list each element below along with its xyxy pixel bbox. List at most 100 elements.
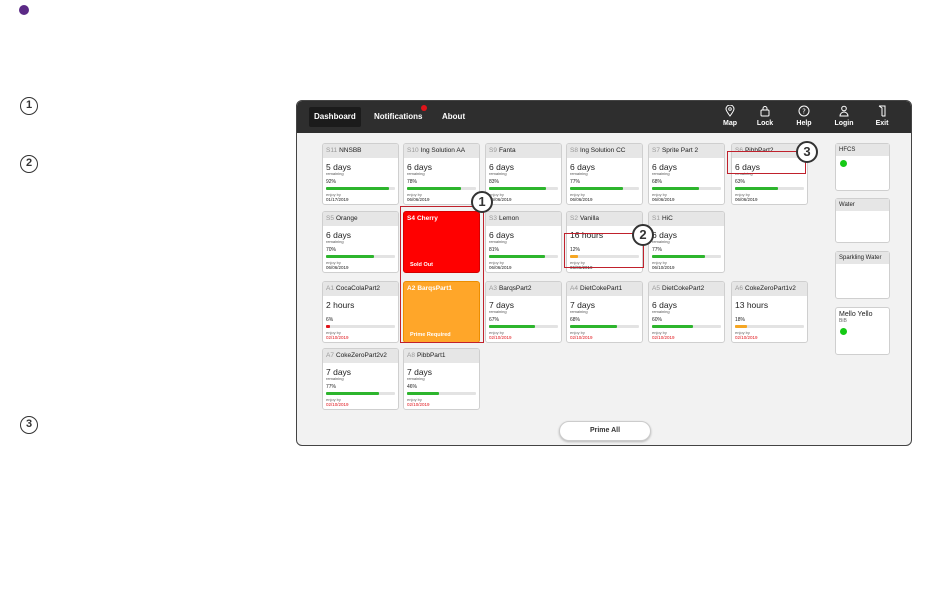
slot-card-s2[interactable]: S2 Vanilla 16 hours 12% enjoy by 06/06/2019 xyxy=(566,211,643,273)
slot-card-s1[interactable]: S1 HiC 6 days remaining 77% enjoy by 06/10/201… xyxy=(648,211,725,273)
map-button[interactable]: Map xyxy=(715,104,745,127)
side-card-hfcs[interactable]: HFCS xyxy=(835,143,890,191)
slot-card-a3[interactable]: A3 BarqsPart2 7 days remaining 67% enjoy by 02… xyxy=(485,281,562,343)
slot-card-s10[interactable]: S10 Ing Solution AA 6 days remaining 78% enjo… xyxy=(403,143,480,205)
tab-dashboard[interactable]: Dashboard xyxy=(309,107,361,127)
slot-position: A5 xyxy=(652,285,660,292)
slot-card-a5[interactable]: A5 DietCokePart2 6 days remaining 60% enjoy b… xyxy=(648,281,725,343)
slot-position: S3 xyxy=(489,215,497,222)
remaining-label xyxy=(323,309,398,317)
time-remaining: 6 days xyxy=(326,230,352,240)
slot-card-s3[interactable]: S3 Lemon 6 days remaining 81% enjoy by 06/06/2… xyxy=(485,211,562,273)
remaining-label: remaining xyxy=(570,309,588,314)
lock-label: Lock xyxy=(756,120,774,127)
level-bar xyxy=(570,255,639,258)
slot-position: S5 xyxy=(326,215,334,222)
status-ok-indicator xyxy=(840,328,847,335)
step-marker-3: 3 xyxy=(20,416,38,434)
slot-title: A4 DietCokePart1 xyxy=(567,282,642,296)
level-bar-fill xyxy=(570,187,624,190)
time-remaining: 2 hours xyxy=(326,300,355,310)
enjoy-by-label: enjoy by xyxy=(489,192,504,197)
side-card-water[interactable]: Water xyxy=(835,198,890,243)
enjoy-by-date: 06/06/2019 xyxy=(489,197,512,202)
time-remaining: 7 days xyxy=(407,367,433,377)
enjoy-by-label: enjoy by xyxy=(489,330,504,335)
slot-card-a4[interactable]: A4 DietCokePart1 7 days remaining 68% enjoy b… xyxy=(566,281,643,343)
slot-card-s5[interactable]: S5 Orange 6 days remaining 70% enjoy by 06/06/… xyxy=(322,211,399,273)
slot-position: A4 xyxy=(570,285,578,292)
remaining-label: remaining xyxy=(407,376,425,381)
level-bar-fill xyxy=(652,187,699,190)
slot-card-a6[interactable]: A6 CokeZeroPart1v2 13 hours 18% enjoy by 02/1… xyxy=(731,281,808,343)
enjoy-by-date: 02/10/2019 xyxy=(407,402,430,407)
slot-card-s4[interactable]: S4 Cherry Sold Out xyxy=(403,211,480,273)
tab-notifications-label: Notifications xyxy=(374,112,423,121)
slot-position: S10 xyxy=(407,147,419,154)
slot-name: DietCokePart2 xyxy=(661,285,705,292)
highlight-box-1 xyxy=(400,206,484,343)
remaining-label: remaining xyxy=(652,239,670,244)
help-button[interactable]: ? Help xyxy=(789,105,819,127)
slot-card-s7[interactable]: S7 Sprite Part 2 6 days remaining 68% enjoy b… xyxy=(648,143,725,205)
bullet-dot xyxy=(19,5,29,15)
slot-card-a7[interactable]: A7 CokeZeroPart2v2 7 days remaining 77% enjoy… xyxy=(322,348,399,410)
level-percent: 46% xyxy=(407,384,418,390)
enjoy-by-label: enjoy by xyxy=(570,260,585,265)
top-bar: Dashboard Notifications About Map Lock ?… xyxy=(297,101,911,133)
exit-label: Exit xyxy=(875,120,889,127)
slot-card-s9[interactable]: S9 Fanta 6 days remaining 83% enjoy by 06/06/2… xyxy=(485,143,562,205)
enjoy-by-date: 06/06/2019 xyxy=(735,197,758,202)
enjoy-by-date: 06/06/2019 xyxy=(326,265,349,270)
slot-name: PibbPart2 xyxy=(744,147,774,154)
enjoy-by-label: enjoy by xyxy=(570,330,585,335)
lock-button[interactable]: Lock xyxy=(750,105,780,127)
slot-position: A1 xyxy=(326,285,334,292)
slot-position: A8 xyxy=(407,352,415,359)
tab-about[interactable]: About xyxy=(442,112,466,121)
level-bar xyxy=(735,325,804,328)
slot-title: S8 Ing Solution CC xyxy=(567,144,642,158)
level-percent: 63% xyxy=(735,179,746,185)
slot-card-s8[interactable]: S8 Ing Solution CC 6 days remaining 77% enjoy… xyxy=(566,143,643,205)
level-bar-fill xyxy=(489,187,547,190)
tab-notifications[interactable]: Notifications xyxy=(369,105,428,127)
login-button[interactable]: Login xyxy=(829,105,859,127)
time-remaining: 16 hours xyxy=(570,230,604,240)
remaining-label: remaining xyxy=(326,239,344,244)
side-card-sparkling-water[interactable]: Sparkling Water xyxy=(835,251,890,299)
slot-title: A5 DietCokePart2 xyxy=(649,282,724,296)
level-bar-fill xyxy=(326,255,375,258)
enjoy-by-date: 02/10/2019 xyxy=(489,335,512,340)
slot-status: Sold Out xyxy=(410,262,433,268)
slot-title: A8 PibbPart1 xyxy=(404,349,479,363)
prime-all-button[interactable]: Prime All xyxy=(559,421,651,441)
enjoy-by-label: enjoy by xyxy=(570,192,585,197)
time-remaining: 6 days xyxy=(407,162,433,172)
slot-name: CokeZeroPart1v2 xyxy=(744,285,796,292)
remaining-label: remaining xyxy=(407,171,425,176)
time-remaining: 5 days xyxy=(326,162,352,172)
level-bar-fill xyxy=(407,187,461,190)
slot-position: S11 xyxy=(326,147,338,154)
time-remaining: 6 days xyxy=(652,230,678,240)
slot-title: S4 Cherry xyxy=(404,212,479,226)
slot-position: S9 xyxy=(489,147,497,154)
slot-card-a1[interactable]: A1 CocaColaPart2 2 hours 6% enjoy by 02/10/20… xyxy=(322,281,399,343)
slot-position: A7 xyxy=(326,352,334,359)
level-bar-fill xyxy=(652,325,694,328)
slot-name: Vanilla xyxy=(579,215,599,222)
side-card-title: HFCS xyxy=(836,144,889,156)
slot-card-a8[interactable]: A8 PibbPart1 7 days remaining 46% enjoy by 02/… xyxy=(403,348,480,410)
slot-card-s11[interactable]: S11 NNSBB 5 days remaining 92% enjoy by 01/17/… xyxy=(322,143,399,205)
side-card-mello-yello[interactable]: Mello Yello BiB xyxy=(835,307,890,355)
exit-button[interactable]: Exit xyxy=(867,105,897,127)
slot-title: S3 Lemon xyxy=(486,212,561,226)
level-bar xyxy=(326,392,395,395)
slot-card-s6[interactable]: S6 PibbPart2 6 days remaining 63% enjoy by 06/… xyxy=(731,143,808,205)
help-icon: ? xyxy=(789,105,819,119)
slot-position: S6 xyxy=(735,147,743,154)
slot-title: A3 BarqsPart2 xyxy=(486,282,561,296)
enjoy-by-label: enjoy by xyxy=(326,330,341,335)
enjoy-by-date: 06/06/2019 xyxy=(652,197,675,202)
